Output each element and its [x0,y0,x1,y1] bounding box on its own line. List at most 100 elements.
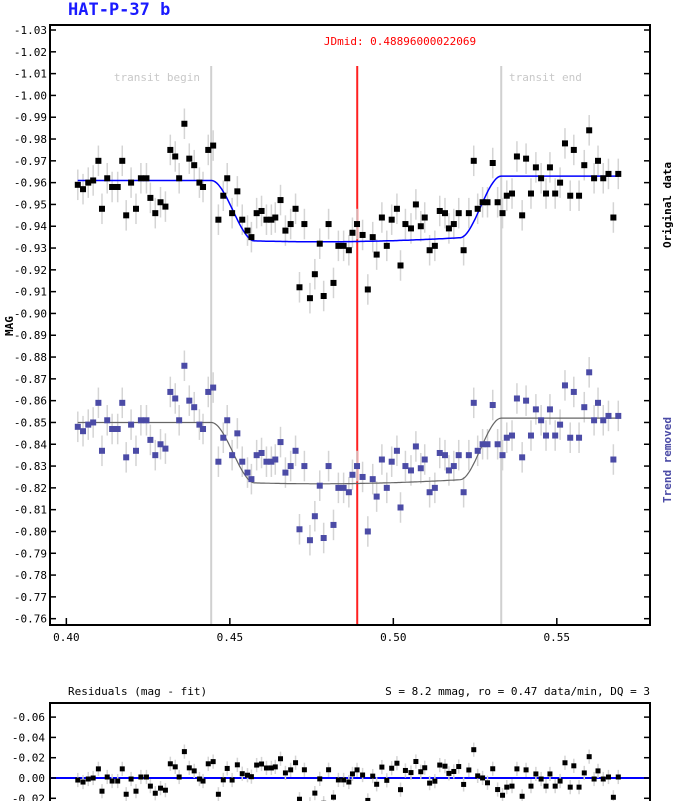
data-point-original [215,216,222,223]
data-point-original [595,157,602,164]
data-point-original [591,175,598,182]
data-point-original [220,192,227,199]
data-point-trend-removed [595,399,602,406]
data-point-original [586,127,593,134]
data-point-trend-removed [143,417,150,424]
residual-point [484,780,490,786]
data-point-original [90,177,97,184]
data-point-original [373,251,380,258]
residual-point [282,770,288,776]
data-point-original [576,192,583,199]
y-tick-label: -0.84 [14,438,47,451]
data-point-trend-removed [586,369,593,376]
data-point-original [431,242,438,249]
residual-point [167,761,173,767]
data-point-trend-removed [345,489,352,496]
data-point-original [436,207,443,214]
y-tick-label: -0.79 [14,547,47,560]
residual-point [586,754,592,760]
residual-point [471,747,477,753]
residual-point [456,764,462,770]
residual-point [490,766,496,772]
data-point-original [234,188,241,195]
y-tick-label: -0.85 [14,416,47,429]
residual-point [605,774,611,780]
x-tick-label: 0.40 [53,631,80,644]
data-point-original [167,146,174,153]
data-point-original [98,205,105,212]
residual-point [581,770,587,776]
y-tick-label: -0.80 [14,525,47,538]
residual-point [196,776,202,782]
y-tick-label: -1.01 [14,68,47,81]
data-point-original [340,242,347,249]
data-point-trend-removed [465,452,472,459]
data-point-original [132,205,139,212]
data-point-trend-removed [119,399,126,406]
residual-point [220,777,226,783]
data-point-trend-removed [581,404,588,411]
residual-y-tick-label: -0.06 [12,711,45,724]
residual-point [330,794,336,800]
data-point-original [287,221,294,228]
data-point-trend-removed [244,469,251,476]
data-point-original [109,183,116,190]
data-point-trend-removed [373,493,380,500]
data-point-trend-removed [364,528,371,535]
data-point-trend-removed [436,449,443,456]
data-point-original [570,146,577,153]
data-point-original [369,234,376,241]
data-point-trend-removed [499,452,506,459]
data-point-original [244,227,251,234]
residual-point [475,773,481,779]
residual-point [186,765,192,771]
data-point-trend-removed [543,432,550,439]
data-point-original [605,170,612,177]
residual-point [172,764,178,770]
residual-point [143,774,149,780]
residual-point [547,771,553,777]
data-point-trend-removed [615,412,622,419]
data-point-trend-removed [479,441,486,448]
data-point-trend-removed [369,476,376,483]
data-point-original [104,175,111,182]
residual-point [75,777,81,783]
data-point-original [552,190,559,197]
data-point-original [301,221,308,228]
y-tick-label: -0.98 [14,133,47,146]
residual-point [224,765,230,771]
data-point-trend-removed [460,489,467,496]
data-point-trend-removed [359,473,366,480]
data-point-trend-removed [200,425,207,432]
data-point-original [268,216,275,223]
residual-point [85,776,91,782]
data-point-trend-removed [388,458,395,465]
residual-point [341,777,347,783]
data-point-trend-removed [114,425,121,432]
data-point-original [311,271,318,278]
residual-point [480,775,486,781]
data-point-trend-removed [412,443,419,450]
data-point-original [277,197,284,204]
data-point-trend-removed [210,384,217,391]
data-point-original [465,210,472,217]
data-point-original [532,164,539,171]
y-tick-label: -0.81 [14,504,47,517]
data-point-trend-removed [335,484,342,491]
residual-point [514,766,520,772]
data-point-trend-removed [152,452,159,459]
data-point-original [581,162,588,169]
data-point-original [426,247,433,254]
residual-point [158,785,164,791]
residual-point [533,771,539,777]
data-point-original [316,240,323,247]
data-point-original [191,162,198,169]
data-point-trend-removed [123,454,130,461]
data-point-trend-removed [484,441,491,448]
data-point-original [527,190,534,197]
y-tick-label: -0.92 [14,264,47,277]
residual-point [370,773,376,779]
data-point-trend-removed [474,447,481,454]
y-tick-label: -0.96 [14,177,47,190]
